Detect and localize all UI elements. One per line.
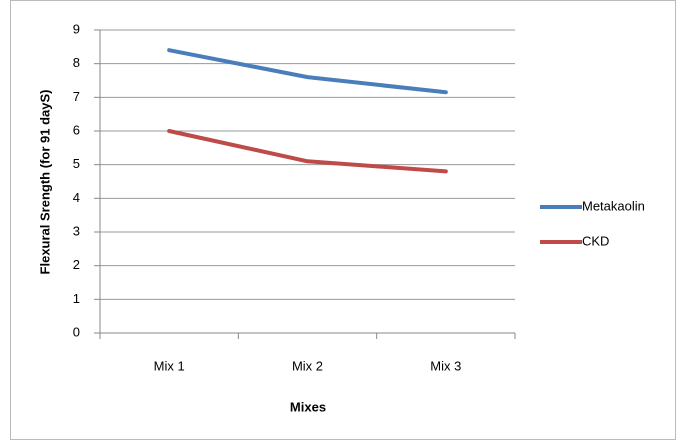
x-tick-label: Mix 3	[430, 358, 461, 373]
series-line	[167, 129, 448, 174]
legend-label: CKD	[582, 233, 609, 248]
y-tick-label: 2	[73, 257, 80, 272]
legend-label: Metakaolin	[582, 198, 645, 213]
series-line	[167, 48, 448, 95]
y-tick-label: 6	[73, 122, 80, 137]
y-tick-label: 1	[73, 291, 80, 306]
x-axis-label: Mixes	[290, 399, 326, 414]
x-tick-label: Mix 1	[154, 358, 185, 373]
y-tick-label: 5	[73, 156, 80, 171]
y-tick-label: 9	[73, 21, 80, 36]
y-tick-label: 4	[73, 190, 80, 205]
y-tick-label: 8	[73, 55, 80, 70]
y-axis-label: Flexural Srength (for 91 dayS)	[37, 90, 52, 275]
y-tick-label: 7	[73, 89, 80, 104]
y-tick-label: 3	[73, 223, 80, 238]
chart-frame	[10, 0, 676, 440]
x-tick-label: Mix 2	[292, 358, 323, 373]
y-tick-label: 0	[73, 324, 80, 339]
